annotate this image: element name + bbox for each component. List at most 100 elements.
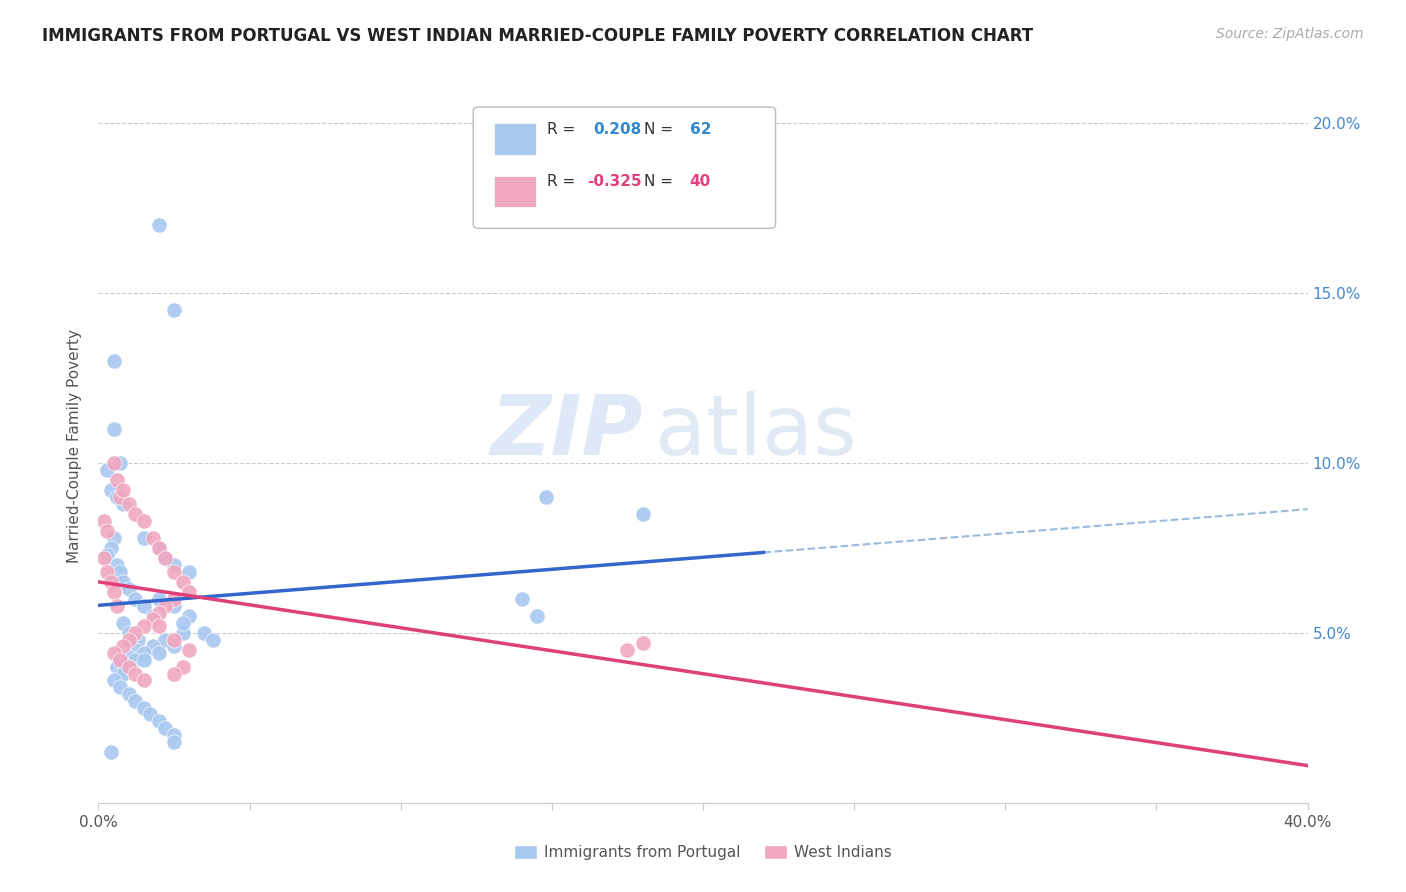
Point <box>108 565 131 579</box>
Point <box>132 599 155 613</box>
Point <box>118 632 141 647</box>
Point <box>96 524 118 538</box>
Point <box>148 606 170 620</box>
Point <box>108 456 131 470</box>
Point <box>631 636 654 650</box>
Point <box>132 531 155 545</box>
Text: N =: N = <box>644 122 678 137</box>
Point <box>103 456 125 470</box>
Bar <box>494 123 536 155</box>
Point <box>148 541 170 555</box>
Point <box>534 490 557 504</box>
Point <box>202 632 225 647</box>
Point <box>93 551 115 566</box>
Point <box>124 626 146 640</box>
Point <box>139 707 162 722</box>
Point <box>148 646 170 660</box>
Point <box>103 646 125 660</box>
Point <box>193 626 215 640</box>
Point <box>100 541 122 555</box>
Point <box>163 558 186 572</box>
Point <box>111 483 134 498</box>
Point <box>172 574 194 589</box>
Text: N =: N = <box>644 175 678 189</box>
Point <box>148 619 170 633</box>
Point <box>96 565 118 579</box>
Point <box>163 734 186 748</box>
Point <box>118 660 141 674</box>
Point <box>105 558 128 572</box>
Point <box>148 714 170 729</box>
Point <box>163 640 186 654</box>
Point <box>153 632 176 647</box>
Point <box>124 507 146 521</box>
Point <box>132 653 155 667</box>
Point <box>172 660 194 674</box>
Point <box>103 585 125 599</box>
Point <box>111 640 134 654</box>
Point <box>103 673 125 688</box>
Point <box>100 745 122 759</box>
Point <box>172 626 194 640</box>
Point <box>163 728 186 742</box>
Point <box>108 490 131 504</box>
Point <box>111 666 134 681</box>
Point <box>132 514 155 528</box>
Point <box>105 490 128 504</box>
Point <box>153 599 176 613</box>
Point <box>124 694 146 708</box>
Point <box>127 632 149 647</box>
Text: ZIP: ZIP <box>489 392 643 472</box>
Point <box>179 565 201 579</box>
Point <box>118 660 141 674</box>
Point <box>124 591 146 606</box>
Point <box>118 497 141 511</box>
Point <box>124 653 146 667</box>
Text: R =: R = <box>547 175 581 189</box>
Point <box>153 551 176 566</box>
Point <box>96 548 118 562</box>
Point <box>526 608 548 623</box>
Point <box>142 640 165 654</box>
Point <box>172 615 194 630</box>
Point <box>100 483 122 498</box>
Text: 0.208: 0.208 <box>593 122 641 137</box>
Point <box>108 653 131 667</box>
Point <box>111 574 134 589</box>
Text: Source: ZipAtlas.com: Source: ZipAtlas.com <box>1216 27 1364 41</box>
Point <box>118 582 141 596</box>
Point <box>148 541 170 555</box>
Point <box>103 422 125 436</box>
Point <box>132 619 155 633</box>
Text: -0.325: -0.325 <box>586 175 641 189</box>
Point <box>132 673 155 688</box>
Point <box>179 608 201 623</box>
Point <box>105 660 128 674</box>
Point <box>96 463 118 477</box>
Point <box>616 643 638 657</box>
Point <box>93 514 115 528</box>
FancyBboxPatch shape <box>474 107 776 228</box>
Point <box>163 599 186 613</box>
Point <box>179 643 201 657</box>
Point <box>124 643 146 657</box>
Point <box>105 473 128 487</box>
Point <box>103 531 125 545</box>
Point <box>118 649 141 664</box>
Point <box>163 565 186 579</box>
Text: atlas: atlas <box>655 392 856 472</box>
Point <box>179 585 201 599</box>
Point <box>142 531 165 545</box>
Point <box>132 700 155 714</box>
Point <box>118 626 141 640</box>
Point <box>163 666 186 681</box>
Point <box>132 646 155 660</box>
Text: 40: 40 <box>690 175 711 189</box>
Point <box>108 666 131 681</box>
Legend: Immigrants from Portugal, West Indians: Immigrants from Portugal, West Indians <box>508 839 898 866</box>
Point <box>142 612 165 626</box>
Point <box>105 599 128 613</box>
Y-axis label: Married-Couple Family Poverty: Married-Couple Family Poverty <box>67 329 83 563</box>
Point <box>124 666 146 681</box>
Point <box>118 687 141 701</box>
